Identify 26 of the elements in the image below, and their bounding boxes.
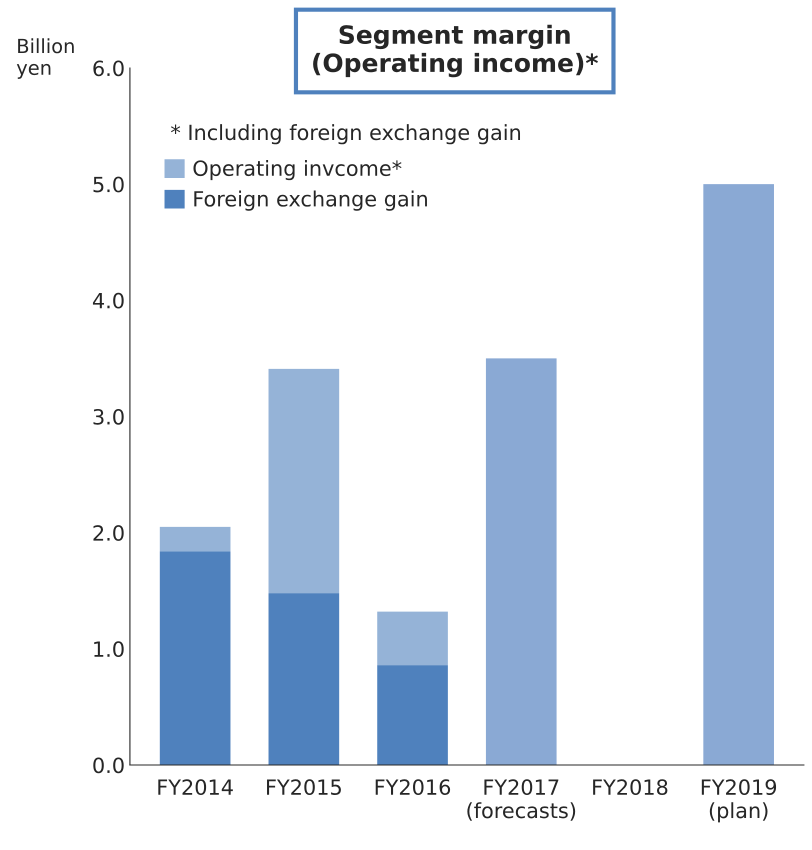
bar	[160, 551, 230, 765]
bar	[268, 368, 340, 594]
x-tick-label: FY2018	[593, 779, 668, 796]
x-tick-label: FY2019 (plan)	[702, 779, 776, 822]
bar	[486, 358, 557, 765]
y-tick-label: 4.0	[92, 292, 124, 309]
y-axis-title: Billion yen	[16, 38, 74, 79]
y-tick-label: 2.0	[93, 525, 124, 541]
x-tick-label: FY2015	[267, 779, 341, 796]
y-tick-label: 0.0	[93, 757, 124, 774]
bar	[703, 184, 774, 765]
y-tick-label: 6.0	[93, 60, 124, 76]
bar	[268, 593, 340, 765]
annotation: * Including foreign exchange gain	[170, 124, 520, 144]
bar	[377, 612, 448, 666]
bar	[377, 665, 448, 765]
x-tick-label: FY2017 (forecasts)	[467, 779, 576, 821]
y-tick-label: 1.0	[94, 641, 124, 658]
x-tick-label: FY2014	[158, 779, 233, 796]
y-tick-label: 3.0	[94, 408, 124, 425]
x-tick-label: FY2016	[376, 779, 450, 796]
legend-label: Foreign exchange gain	[194, 190, 427, 211]
y-tick-label: 5.0	[94, 176, 124, 192]
chart-title: Segment margin (Operating income)*	[313, 24, 598, 78]
legend-label: Operating invcome*	[193, 160, 402, 180]
bar	[160, 526, 230, 552]
